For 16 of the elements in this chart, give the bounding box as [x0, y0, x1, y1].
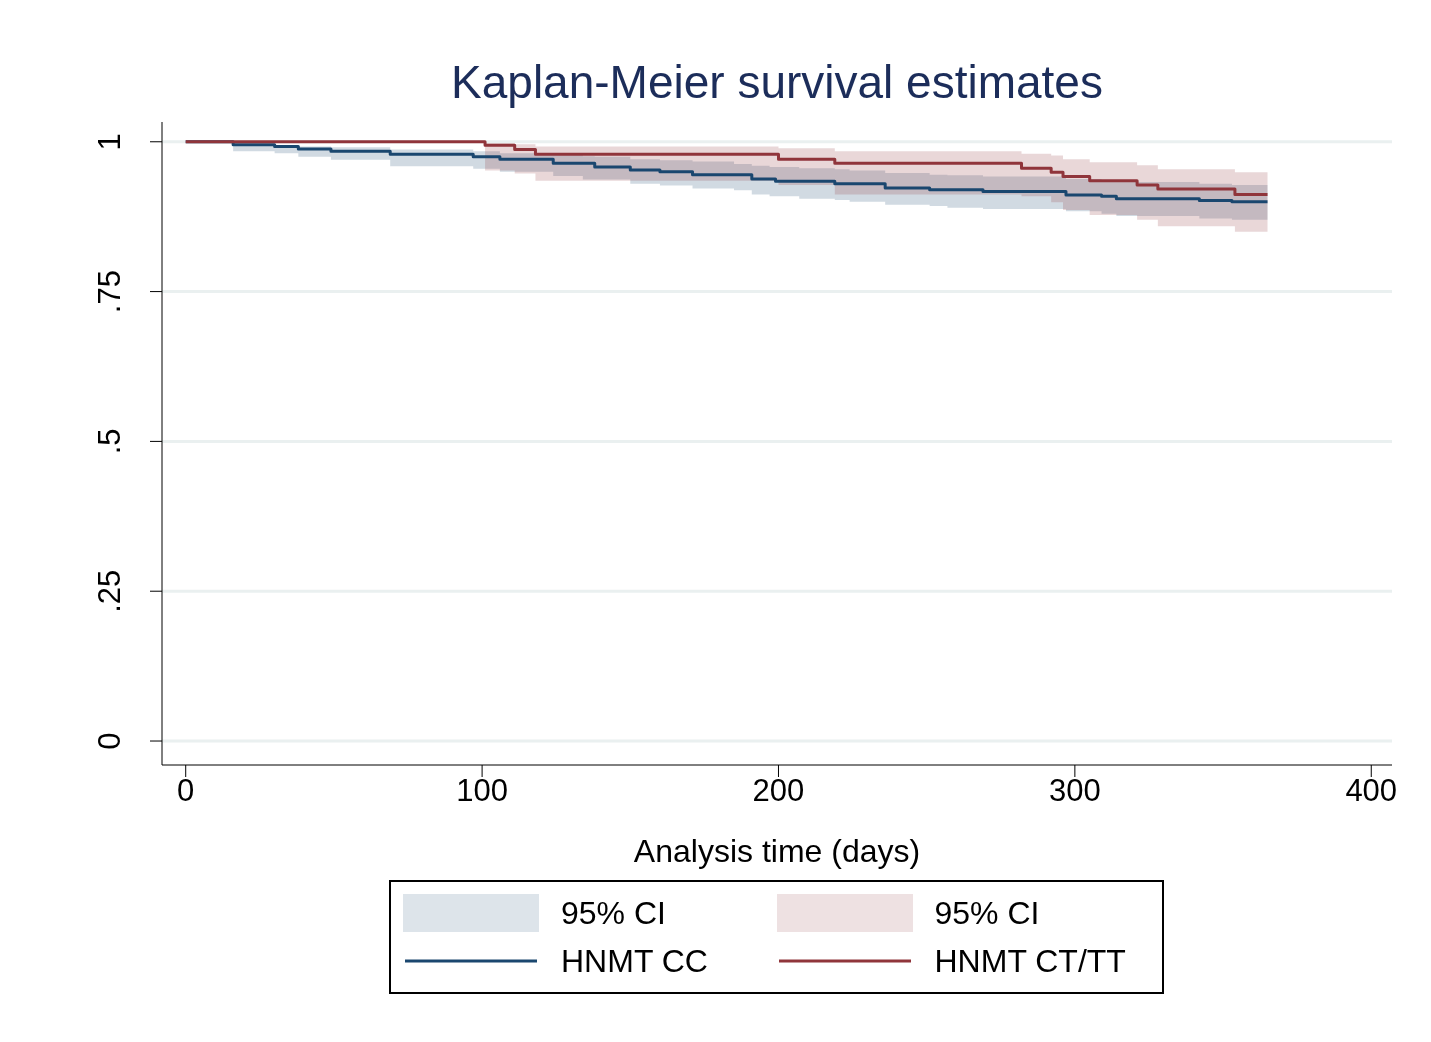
y-tick-label: .5 — [92, 428, 127, 455]
text: 95% CI — [934, 894, 1040, 932]
y-tick-label: 1 — [92, 133, 127, 151]
x-tick-label: 200 — [752, 773, 805, 809]
x-tick-label: 400 — [1345, 773, 1398, 809]
x-tick-label: 100 — [456, 773, 508, 809]
y-tick-label: .25 — [92, 569, 127, 613]
x-axis-title: Analysis time (days) — [633, 833, 921, 869]
text: 95% CI — [561, 894, 666, 932]
y-tick-label: .75 — [92, 270, 127, 314]
x-tick-label: 0 — [177, 773, 195, 809]
chart-title: Kaplan-Meier survival estimates — [450, 55, 1104, 109]
y-tick-label: 0 — [92, 732, 127, 750]
legend-label: HNMT CT/TT — [934, 942, 1126, 980]
legend-label: HNMT CC — [561, 942, 708, 980]
x-tick-label: 300 — [1049, 773, 1101, 809]
